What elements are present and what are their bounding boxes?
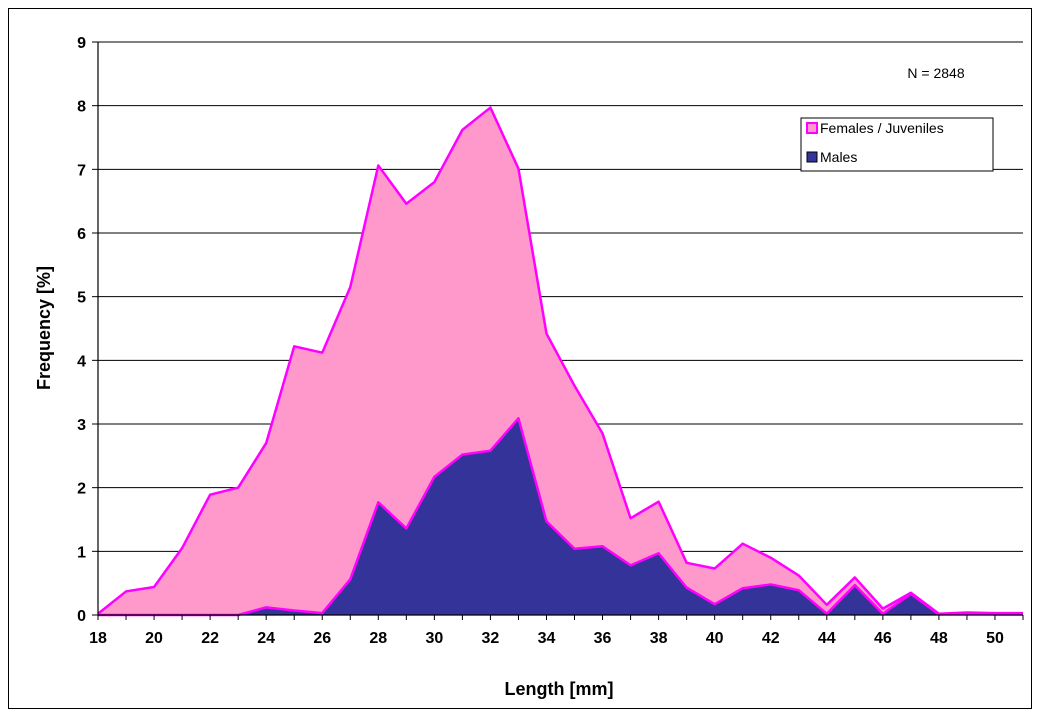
y-tick-label-7: 7 [77, 162, 86, 179]
legend-label-females-juveniles: Females / Juveniles [820, 120, 944, 136]
sample-size-annotation: N = 2848 [907, 65, 964, 81]
axes [92, 41, 1024, 620]
y-tick-label-8: 8 [77, 99, 86, 116]
x-tick-label-50: 50 [986, 630, 1004, 647]
y-axis-title: Frequency [%] [34, 266, 54, 390]
y-tick-label-2: 2 [77, 481, 86, 498]
legend-swatch-females-juveniles [806, 122, 818, 134]
legend: Females / Juveniles Males [800, 117, 994, 172]
x-tick-label-30: 30 [425, 630, 443, 647]
x-tick-label-48: 48 [930, 630, 948, 647]
x-tick-label-24: 24 [257, 630, 275, 647]
x-tick-label-28: 28 [369, 630, 387, 647]
x-tick-label-26: 26 [313, 630, 331, 647]
x-tick-label-32: 32 [482, 630, 500, 647]
x-tick-label-40: 40 [706, 630, 724, 647]
x-tick-label-46: 46 [874, 630, 892, 647]
x-tick-label-22: 22 [201, 630, 219, 647]
x-tick-label-18: 18 [89, 630, 107, 647]
x-tick-label-44: 44 [818, 630, 836, 647]
x-tick-label-42: 42 [762, 630, 780, 647]
legend-box [800, 117, 994, 172]
y-tick-label-1: 1 [77, 544, 86, 561]
y-tick-label-4: 4 [77, 353, 86, 370]
legend-label-males: Males [820, 149, 857, 165]
y-tick-label-6: 6 [77, 226, 86, 243]
area-series-1 [98, 418, 1023, 615]
y-tick-label-3: 3 [77, 417, 86, 434]
legend-swatch-males [806, 151, 818, 163]
y-tick-label-0: 0 [77, 608, 86, 625]
x-tick-label-34: 34 [538, 630, 556, 647]
x-tick-label-38: 38 [650, 630, 668, 647]
line-series-1 [98, 417, 1023, 617]
line-series-0 [97, 106, 1023, 615]
plot-areas [97, 106, 1023, 617]
x-tick-label-20: 20 [145, 630, 163, 647]
y-tick-label-9: 9 [77, 35, 86, 52]
x-axis-title: Length [mm] [505, 679, 614, 699]
x-tick-label-36: 36 [594, 630, 612, 647]
y-tick-label-5: 5 [77, 290, 86, 307]
